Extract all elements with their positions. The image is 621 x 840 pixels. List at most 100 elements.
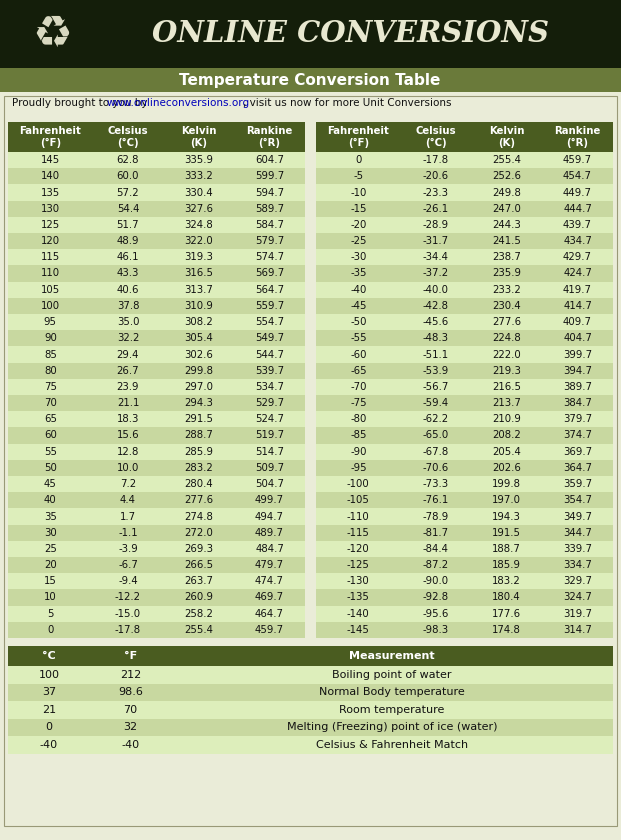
Text: 85: 85 (44, 349, 57, 360)
Text: 285.9: 285.9 (184, 447, 213, 457)
Text: 534.7: 534.7 (255, 382, 284, 392)
Text: 75: 75 (44, 382, 57, 392)
Text: 12.8: 12.8 (117, 447, 139, 457)
Text: -95.6: -95.6 (423, 609, 449, 619)
FancyBboxPatch shape (316, 492, 613, 508)
Text: 110: 110 (41, 269, 60, 279)
Text: 324.8: 324.8 (184, 220, 213, 230)
Text: 479.7: 479.7 (255, 560, 284, 570)
FancyBboxPatch shape (316, 541, 613, 557)
Text: 205.4: 205.4 (492, 447, 521, 457)
Text: -145: -145 (347, 625, 369, 635)
Text: -53.9: -53.9 (423, 365, 449, 375)
Text: -60: -60 (350, 349, 366, 360)
Text: -40: -40 (122, 740, 140, 750)
FancyBboxPatch shape (8, 346, 305, 363)
FancyBboxPatch shape (316, 122, 613, 152)
Text: -120: -120 (347, 544, 369, 554)
Text: 288.7: 288.7 (184, 430, 213, 440)
Text: -35: -35 (350, 269, 366, 279)
Text: 50: 50 (44, 463, 57, 473)
FancyBboxPatch shape (316, 152, 613, 168)
Text: 90: 90 (44, 333, 57, 344)
Text: 5: 5 (47, 609, 53, 619)
Text: Fahrenheit
(°F): Fahrenheit (°F) (327, 126, 389, 148)
Text: 18.3: 18.3 (117, 414, 139, 424)
FancyBboxPatch shape (316, 330, 613, 346)
Text: 294.3: 294.3 (184, 398, 213, 408)
Text: 569.7: 569.7 (255, 269, 284, 279)
Text: 230.4: 230.4 (492, 301, 521, 311)
Text: 544.7: 544.7 (255, 349, 284, 360)
Text: 15: 15 (44, 576, 57, 586)
Text: 474.7: 474.7 (255, 576, 284, 586)
Text: -65: -65 (350, 365, 366, 375)
Text: -37.2: -37.2 (423, 269, 449, 279)
Text: 369.7: 369.7 (563, 447, 592, 457)
Text: 32.2: 32.2 (117, 333, 139, 344)
Text: 199.8: 199.8 (492, 479, 521, 489)
Text: 419.7: 419.7 (563, 285, 592, 295)
Text: 21: 21 (42, 705, 56, 715)
FancyBboxPatch shape (316, 281, 613, 298)
Text: 43.3: 43.3 (117, 269, 139, 279)
Text: -115: -115 (347, 528, 369, 538)
Text: -90: -90 (350, 447, 366, 457)
Text: 424.7: 424.7 (563, 269, 592, 279)
Text: -12.2: -12.2 (115, 592, 141, 602)
FancyBboxPatch shape (8, 718, 613, 736)
Text: 7.2: 7.2 (120, 479, 136, 489)
Text: 409.7: 409.7 (563, 317, 592, 327)
Text: -140: -140 (347, 609, 369, 619)
Text: 454.7: 454.7 (563, 171, 592, 181)
Text: 125: 125 (41, 220, 60, 230)
Text: -10: -10 (350, 187, 366, 197)
FancyBboxPatch shape (316, 201, 613, 217)
Text: 244.3: 244.3 (492, 220, 521, 230)
FancyBboxPatch shape (316, 265, 613, 281)
FancyBboxPatch shape (316, 379, 613, 395)
Text: 188.7: 188.7 (492, 544, 521, 554)
FancyBboxPatch shape (8, 684, 613, 701)
FancyBboxPatch shape (8, 201, 305, 217)
Text: -17.8: -17.8 (115, 625, 141, 635)
Text: 258.2: 258.2 (184, 609, 213, 619)
Text: 539.7: 539.7 (255, 365, 284, 375)
Text: 252.6: 252.6 (492, 171, 521, 181)
Text: Measurement: Measurement (350, 651, 435, 661)
Text: 310.9: 310.9 (184, 301, 213, 311)
Text: 100: 100 (41, 301, 60, 311)
FancyBboxPatch shape (8, 428, 305, 444)
Text: 35.0: 35.0 (117, 317, 139, 327)
Text: 45: 45 (44, 479, 57, 489)
FancyBboxPatch shape (316, 508, 613, 525)
Text: -31.7: -31.7 (423, 236, 449, 246)
FancyBboxPatch shape (8, 281, 305, 298)
Text: 51.7: 51.7 (117, 220, 139, 230)
Text: 299.8: 299.8 (184, 365, 213, 375)
Text: 297.0: 297.0 (184, 382, 213, 392)
Text: 0: 0 (355, 155, 361, 165)
FancyBboxPatch shape (316, 185, 613, 201)
Text: 439.7: 439.7 (563, 220, 592, 230)
Text: 23.9: 23.9 (117, 382, 139, 392)
FancyBboxPatch shape (8, 330, 305, 346)
Text: 514.7: 514.7 (255, 447, 284, 457)
Text: -55: -55 (350, 333, 366, 344)
Text: 98.6: 98.6 (118, 687, 143, 697)
FancyBboxPatch shape (8, 736, 613, 753)
Text: -45.6: -45.6 (423, 317, 449, 327)
Text: 260.9: 260.9 (184, 592, 213, 602)
Text: -20.6: -20.6 (423, 171, 449, 181)
Text: 333.2: 333.2 (184, 171, 213, 181)
Text: -78.9: -78.9 (423, 512, 449, 522)
Text: 334.7: 334.7 (563, 560, 592, 570)
Text: 579.7: 579.7 (255, 236, 284, 246)
Text: Celsius
(°C): Celsius (°C) (107, 126, 148, 148)
Text: 494.7: 494.7 (255, 512, 284, 522)
Text: 30: 30 (44, 528, 57, 538)
Text: -75: -75 (350, 398, 366, 408)
FancyBboxPatch shape (316, 476, 613, 492)
FancyBboxPatch shape (8, 590, 305, 606)
Text: 0: 0 (47, 625, 53, 635)
